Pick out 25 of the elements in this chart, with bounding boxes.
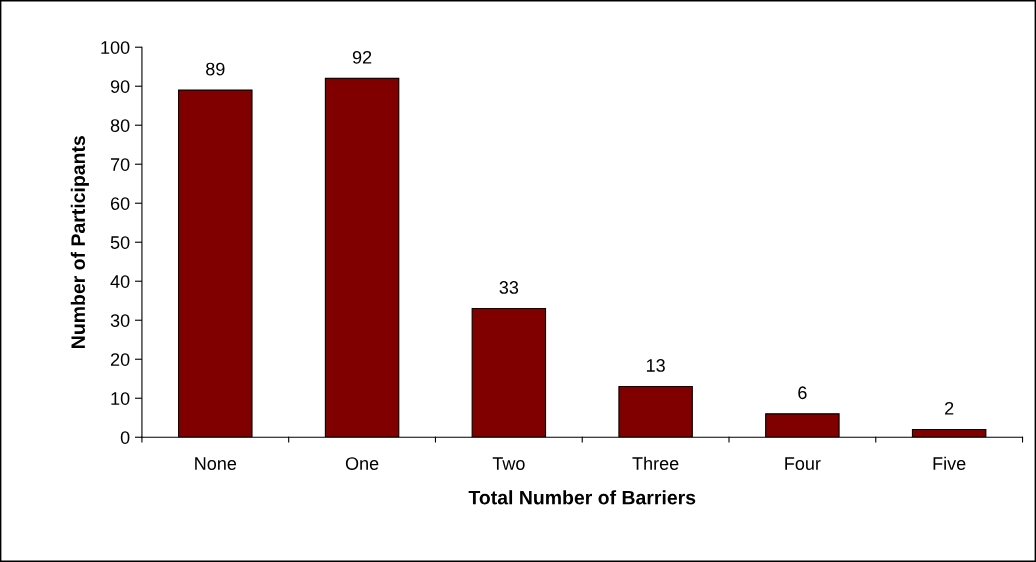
y-axis-title: Number of Participants [70, 136, 89, 348]
x-tick-label: Four [785, 457, 821, 470]
y-tick-label: 80 [110, 119, 130, 132]
x-axis-title: Total Number of Barriers [468, 490, 696, 505]
x-tick-label: Two [492, 457, 525, 470]
x-tick-label: None [195, 457, 237, 470]
data-label: 2 [945, 401, 954, 415]
y-tick-label: 0 [120, 431, 130, 444]
y-tick-label: 50 [110, 236, 130, 249]
y-tick-label: 70 [110, 158, 130, 171]
x-tick-label: Three [632, 456, 679, 470]
data-label: 6 [798, 386, 807, 400]
data-label: 92 [352, 50, 372, 64]
y-tick-label: 90 [110, 80, 130, 93]
y-tick-label: 60 [110, 197, 130, 210]
data-label: 13 [646, 359, 665, 372]
x-tick-label: Five [933, 456, 966, 470]
y-tick-label: 30 [110, 314, 130, 327]
y-tick-label: 20 [110, 353, 130, 366]
x-tick-label: One [345, 457, 379, 470]
data-label: 89 [206, 62, 225, 76]
y-tick-label: 100 [101, 41, 130, 54]
data-label: 33 [499, 281, 519, 294]
y-tick-label: 10 [111, 392, 130, 405]
y-tick-label: 40 [110, 275, 130, 288]
